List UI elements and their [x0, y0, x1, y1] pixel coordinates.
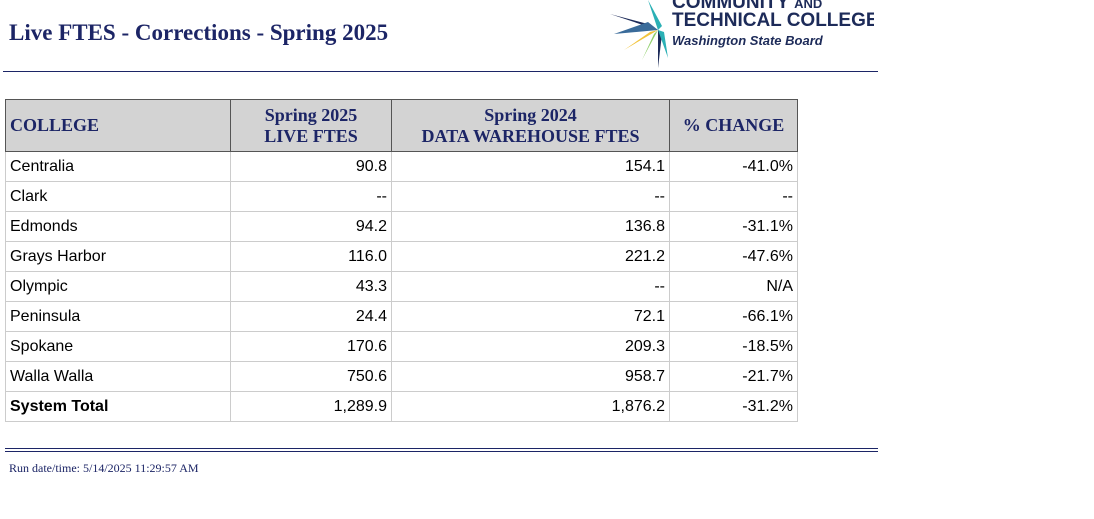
- cell: -66.1%: [669, 301, 798, 332]
- cell: 90.8: [230, 151, 392, 182]
- table-row: Edmonds 94.2 136.8 -31.1%: [5, 211, 798, 242]
- table-row: Olympic 43.3 -- N/A: [5, 271, 798, 302]
- column-header: % CHANGE: [669, 99, 798, 152]
- divider: [3, 71, 878, 72]
- cell: Centralia: [5, 151, 231, 182]
- table-body: Centralia 90.8 154.1 -41.0% Clark -- -- -- Edmon…: [5, 151, 798, 422]
- cell: 958.7: [391, 361, 670, 392]
- table-row: Centralia 90.8 154.1 -41.0%: [5, 151, 798, 182]
- cell: -31.2%: [669, 391, 798, 422]
- cell: --: [391, 181, 670, 212]
- cell: 72.1: [391, 301, 670, 332]
- table-row: Grays Harbor 116.0 221.2 -47.6%: [5, 241, 798, 272]
- header-line: % CHANGE: [682, 115, 785, 135]
- cell: N/A: [669, 271, 798, 302]
- cell: Clark: [5, 181, 231, 212]
- cell: 136.8: [391, 211, 670, 242]
- column-header: COLLEGE: [5, 99, 231, 152]
- report-title: Live FTES - Corrections - Spring 2025: [9, 20, 389, 45]
- cell: 209.3: [391, 331, 670, 362]
- ftes-table: COLLEGE Spring 2025 LIVE FTES Spring 2024 DA…: [5, 99, 798, 422]
- cell: 94.2: [230, 211, 392, 242]
- cell: 170.6: [230, 331, 392, 362]
- cell: 1,289.9: [230, 391, 392, 422]
- cell: 1,876.2: [391, 391, 670, 422]
- cell: Edmonds: [5, 211, 231, 242]
- header-line: LIVE FTES: [264, 125, 358, 146]
- header-line: COLLEGE: [10, 115, 100, 135]
- cell: 43.3: [230, 271, 392, 302]
- cell: Spokane: [5, 331, 231, 362]
- logo-subtitle: Washington State Board: [672, 33, 823, 48]
- cell: --: [391, 271, 670, 302]
- cell: --: [230, 181, 392, 212]
- divider: [5, 448, 878, 452]
- header-line: Spring 2024: [484, 104, 577, 125]
- cell: 221.2: [391, 241, 670, 272]
- total-row: System Total 1,289.9 1,876.2 -31.2%: [5, 391, 798, 422]
- logo-mark: [610, 0, 668, 68]
- logo: COMMUNITY AND TECHNICAL COLLEGES Washing…: [608, 0, 874, 68]
- logo-line1: COMMUNITY AND: [672, 0, 823, 13]
- cell: -41.0%: [669, 151, 798, 182]
- cell: Walla Walla: [5, 361, 231, 392]
- cell: 24.4: [230, 301, 392, 332]
- header-row: COLLEGE Spring 2025 LIVE FTES Spring 2024 DA…: [5, 99, 798, 152]
- run-date: Run date/time: 5/14/2025 11:29:57 AM: [9, 461, 199, 475]
- column-header: Spring 2024 DATA WAREHOUSE FTES: [391, 99, 670, 152]
- cell: Peninsula: [5, 301, 231, 332]
- table-row: Clark -- -- --: [5, 181, 798, 212]
- table-row: Walla Walla 750.6 958.7 -21.7%: [5, 361, 798, 392]
- column-header: Spring 2025 LIVE FTES: [230, 99, 392, 152]
- cell: 750.6: [230, 361, 392, 392]
- cell: -21.7%: [669, 361, 798, 392]
- cell: -31.1%: [669, 211, 798, 242]
- header-line: DATA WAREHOUSE FTES: [421, 125, 640, 146]
- cell: Olympic: [5, 271, 231, 302]
- table-row: Spokane 170.6 209.3 -18.5%: [5, 331, 798, 362]
- logo-line2: TECHNICAL COLLEGES: [672, 10, 874, 31]
- cell: --: [669, 181, 798, 212]
- cell: 154.1: [391, 151, 670, 182]
- cell: 116.0: [230, 241, 392, 272]
- cell: -47.6%: [669, 241, 798, 272]
- cell: System Total: [5, 391, 231, 422]
- cell: Grays Harbor: [5, 241, 231, 272]
- cell: -18.5%: [669, 331, 798, 362]
- header-line: Spring 2025: [264, 104, 358, 125]
- table-row: Peninsula 24.4 72.1 -66.1%: [5, 301, 798, 332]
